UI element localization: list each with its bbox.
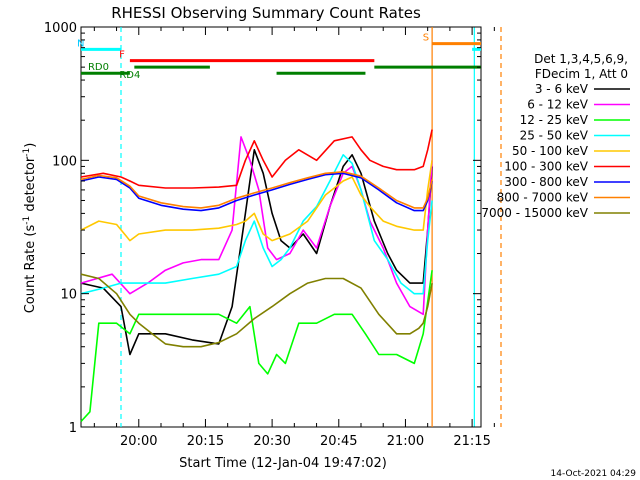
x-axis-label: Start Time (12-Jan-04 19:47:02) — [179, 456, 387, 471]
state-label-rd0: RD0 — [88, 62, 109, 73]
state-label-s: S — [423, 33, 429, 44]
series-line-3 — [80, 154, 433, 295]
state-label-n: N — [77, 38, 84, 49]
legend-label: 3 - 6 keV — [535, 82, 589, 96]
time-markers — [120, 27, 502, 427]
series-line-4 — [80, 160, 433, 242]
series-line-5 — [80, 129, 433, 189]
plot-frame — [80, 26, 482, 428]
x-tick-label: 21:15 — [453, 434, 490, 449]
series-line-7 — [80, 171, 433, 209]
series-line-2 — [80, 270, 433, 423]
y-tick-label: 10 — [60, 288, 77, 303]
y-tick-label: 100 — [52, 154, 77, 169]
series-lines — [80, 129, 433, 423]
chart-title: RHESSI Observing Summary Count Rates — [111, 4, 421, 22]
y-axis: 1 10 100 1000 — [44, 21, 481, 436]
legend: Det 1,3,4,5,6,9, FDecim 1, Att 0 3 - 6 k… — [481, 52, 630, 220]
x-tick-label: 20:00 — [120, 434, 157, 449]
legend-label: 25 - 50 keV — [520, 129, 589, 143]
legend-label: 7000 - 15000 keV — [481, 206, 588, 220]
state-label-f: F — [119, 50, 125, 61]
legend-label: 12 - 25 keV — [520, 113, 589, 127]
legend-label: 6 - 12 keV — [527, 98, 589, 112]
state-bars: N F RD0 RD4 S — [77, 33, 481, 81]
legend-label: 800 - 7000 keV — [497, 191, 589, 205]
legend-label: 50 - 100 keV — [512, 144, 589, 158]
state-label-rd4: RD4 — [119, 70, 140, 81]
y-tick-label: 1 — [69, 421, 77, 436]
series-line-6 — [80, 172, 433, 212]
x-tick-label: 21:00 — [387, 434, 424, 449]
y-axis-label: Count Rate (s-1 detector-1) — [22, 143, 38, 314]
timestamp: 14-Oct-2021 04:29 — [551, 469, 637, 479]
series-line-8 — [80, 273, 433, 348]
x-tick-label: 20:15 — [187, 434, 224, 449]
y-tick-label: 1000 — [44, 21, 77, 36]
legend-label: 100 - 300 keV — [504, 160, 588, 174]
legend-header-1: Det 1,3,4,5,6,9, — [534, 52, 628, 66]
x-axis: 20:00 20:15 20:30 20:45 21:00 21:15 — [93, 27, 495, 449]
x-tick-label: 20:45 — [320, 434, 357, 449]
x-tick-label: 20:30 — [253, 434, 290, 449]
legend-label: 300 - 800 keV — [504, 175, 588, 189]
legend-header-2: FDecim 1, Att 0 — [535, 67, 628, 81]
